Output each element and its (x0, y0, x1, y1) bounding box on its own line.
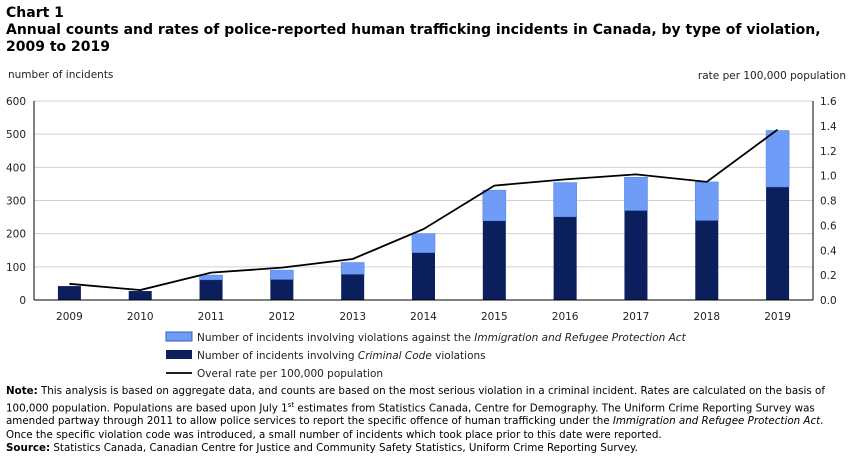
bar-irpa (553, 182, 577, 218)
right-tick-label: 0.8 (820, 196, 837, 208)
legend-swatch-criminal-code (166, 350, 192, 359)
bar-layer (57, 130, 790, 300)
x-tick-label: 2015 (481, 311, 508, 323)
x-tick-label: 2017 (623, 311, 650, 323)
bar-criminal-code (482, 220, 506, 300)
x-tick-label: 2010 (127, 311, 154, 323)
source-label: Source: (6, 442, 51, 455)
chart-title: Annual counts and rates of police-report… (6, 22, 821, 55)
bar-irpa (765, 130, 790, 188)
legend-swatch-irpa (165, 331, 193, 342)
bar-criminal-code (128, 291, 152, 300)
source-text: Statistics Canada, Canadian Centre for J… (50, 442, 638, 455)
left-tick-label: 300 (6, 196, 26, 208)
left-tick-label: 0 (19, 295, 26, 307)
right-tick-label: 1.4 (820, 121, 837, 133)
bar-criminal-code (553, 216, 577, 300)
legend-label-rate: Overal rate per 100,000 population (197, 368, 383, 380)
bar-irpa (340, 262, 365, 275)
legend: Number of incidents involving violations… (165, 331, 687, 380)
bar-criminal-code (695, 220, 719, 300)
bar-irpa (694, 181, 719, 221)
bar-irpa (624, 176, 648, 211)
x-tick-label: 2019 (764, 311, 791, 323)
right-tick-label: 0.6 (820, 220, 837, 232)
right-tick-label: 0.0 (820, 295, 837, 307)
right-tick-label: 0.2 (820, 270, 837, 282)
x-tick-label: 2018 (693, 311, 720, 323)
bar-criminal-code (766, 186, 790, 300)
chart-number: Chart 1 (6, 5, 64, 21)
right-tick-label: 1.2 (820, 146, 837, 158)
left-axis-title: number of incidents (8, 69, 113, 81)
bar-irpa (270, 269, 294, 280)
rate-line (69, 128, 779, 291)
x-tick-label: 2016 (552, 311, 579, 323)
bar-criminal-code (341, 274, 365, 300)
bar-criminal-code (199, 279, 223, 300)
x-tick-label: 2013 (339, 311, 366, 323)
x-tick-label: 2014 (410, 311, 437, 323)
chart-note: Note: This analysis is based on aggregat… (6, 385, 825, 455)
left-tick-label: 400 (6, 162, 26, 174)
left-tick-label: 500 (6, 129, 26, 141)
note-label: Note: (6, 385, 38, 397)
right-tick-label: 1.0 (820, 171, 837, 183)
bar-criminal-code (624, 210, 648, 300)
chart-heading: Chart 1 Annual counts and rates of polic… (6, 5, 841, 56)
x-tick-label: 2011 (198, 311, 225, 323)
left-tick-label: 600 (6, 96, 26, 108)
line-layer (69, 128, 779, 291)
right-tick-label: 0.4 (820, 245, 837, 257)
axis-layer: 0 100 200 300 400 500 600 0.0 0.2 0.4 0.6 0.8 1.0 1.2… (6, 96, 837, 323)
left-tick-label: 100 (6, 262, 26, 274)
left-tick-label: 200 (6, 229, 26, 241)
right-tick-label: 1.6 (820, 96, 837, 108)
bar-criminal-code (412, 252, 435, 300)
right-axis-title: rate per 100,000 population (698, 70, 846, 82)
bar-irpa (199, 274, 223, 281)
bar-irpa (411, 233, 436, 253)
bar-irpa (482, 189, 507, 222)
bar-criminal-code (57, 286, 81, 300)
legend-label-criminal-code: Number of incidents involving Criminal C… (197, 350, 486, 362)
x-tick-label: 2012 (268, 311, 295, 323)
x-tick-label: 2009 (56, 311, 83, 323)
bar-criminal-code (270, 279, 294, 300)
legend-label-irpa: Number of incidents involving violations… (197, 332, 687, 344)
